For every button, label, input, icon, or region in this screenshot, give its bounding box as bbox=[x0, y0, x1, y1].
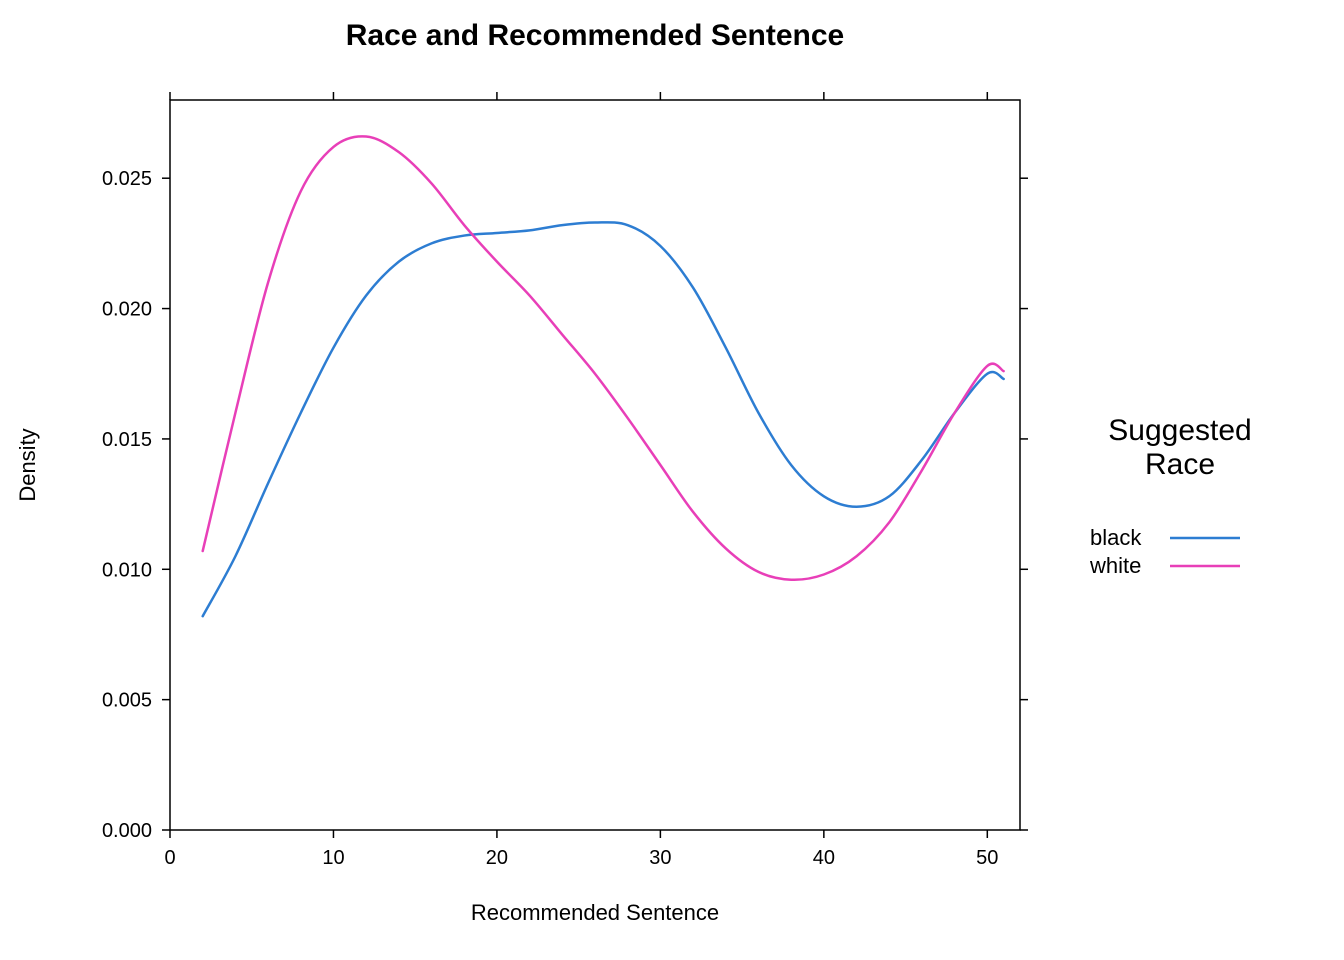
y-tick-label: 0.020 bbox=[102, 299, 152, 321]
x-tick-label: 40 bbox=[813, 847, 835, 869]
y-tick-label: 0.005 bbox=[102, 690, 152, 712]
legend-item-label-black: black bbox=[1090, 525, 1142, 550]
y-tick-label: 0.010 bbox=[102, 559, 152, 581]
x-axis-label: Recommended Sentence bbox=[471, 900, 719, 925]
y-axis-label: Density bbox=[15, 428, 40, 501]
legend-item-label-white: white bbox=[1089, 553, 1141, 578]
x-tick-label: 10 bbox=[322, 847, 344, 869]
chart-title: Race and Recommended Sentence bbox=[346, 19, 845, 52]
legend-title: Race bbox=[1145, 448, 1215, 481]
x-tick-label: 0 bbox=[164, 847, 175, 869]
y-tick-label: 0.000 bbox=[102, 820, 152, 842]
y-tick-label: 0.015 bbox=[102, 429, 152, 451]
density-chart: Race and Recommended Sentence 0 10 20 30 40 50… bbox=[0, 0, 1344, 960]
chart-svg: Race and Recommended Sentence 0 10 20 30 40 50… bbox=[0, 0, 1344, 960]
x-tick-label: 30 bbox=[649, 847, 671, 869]
x-tick-label: 20 bbox=[486, 847, 508, 869]
x-tick-label: 50 bbox=[976, 847, 998, 869]
legend-title: Suggested bbox=[1108, 414, 1251, 447]
y-tick-label: 0.025 bbox=[102, 168, 152, 190]
